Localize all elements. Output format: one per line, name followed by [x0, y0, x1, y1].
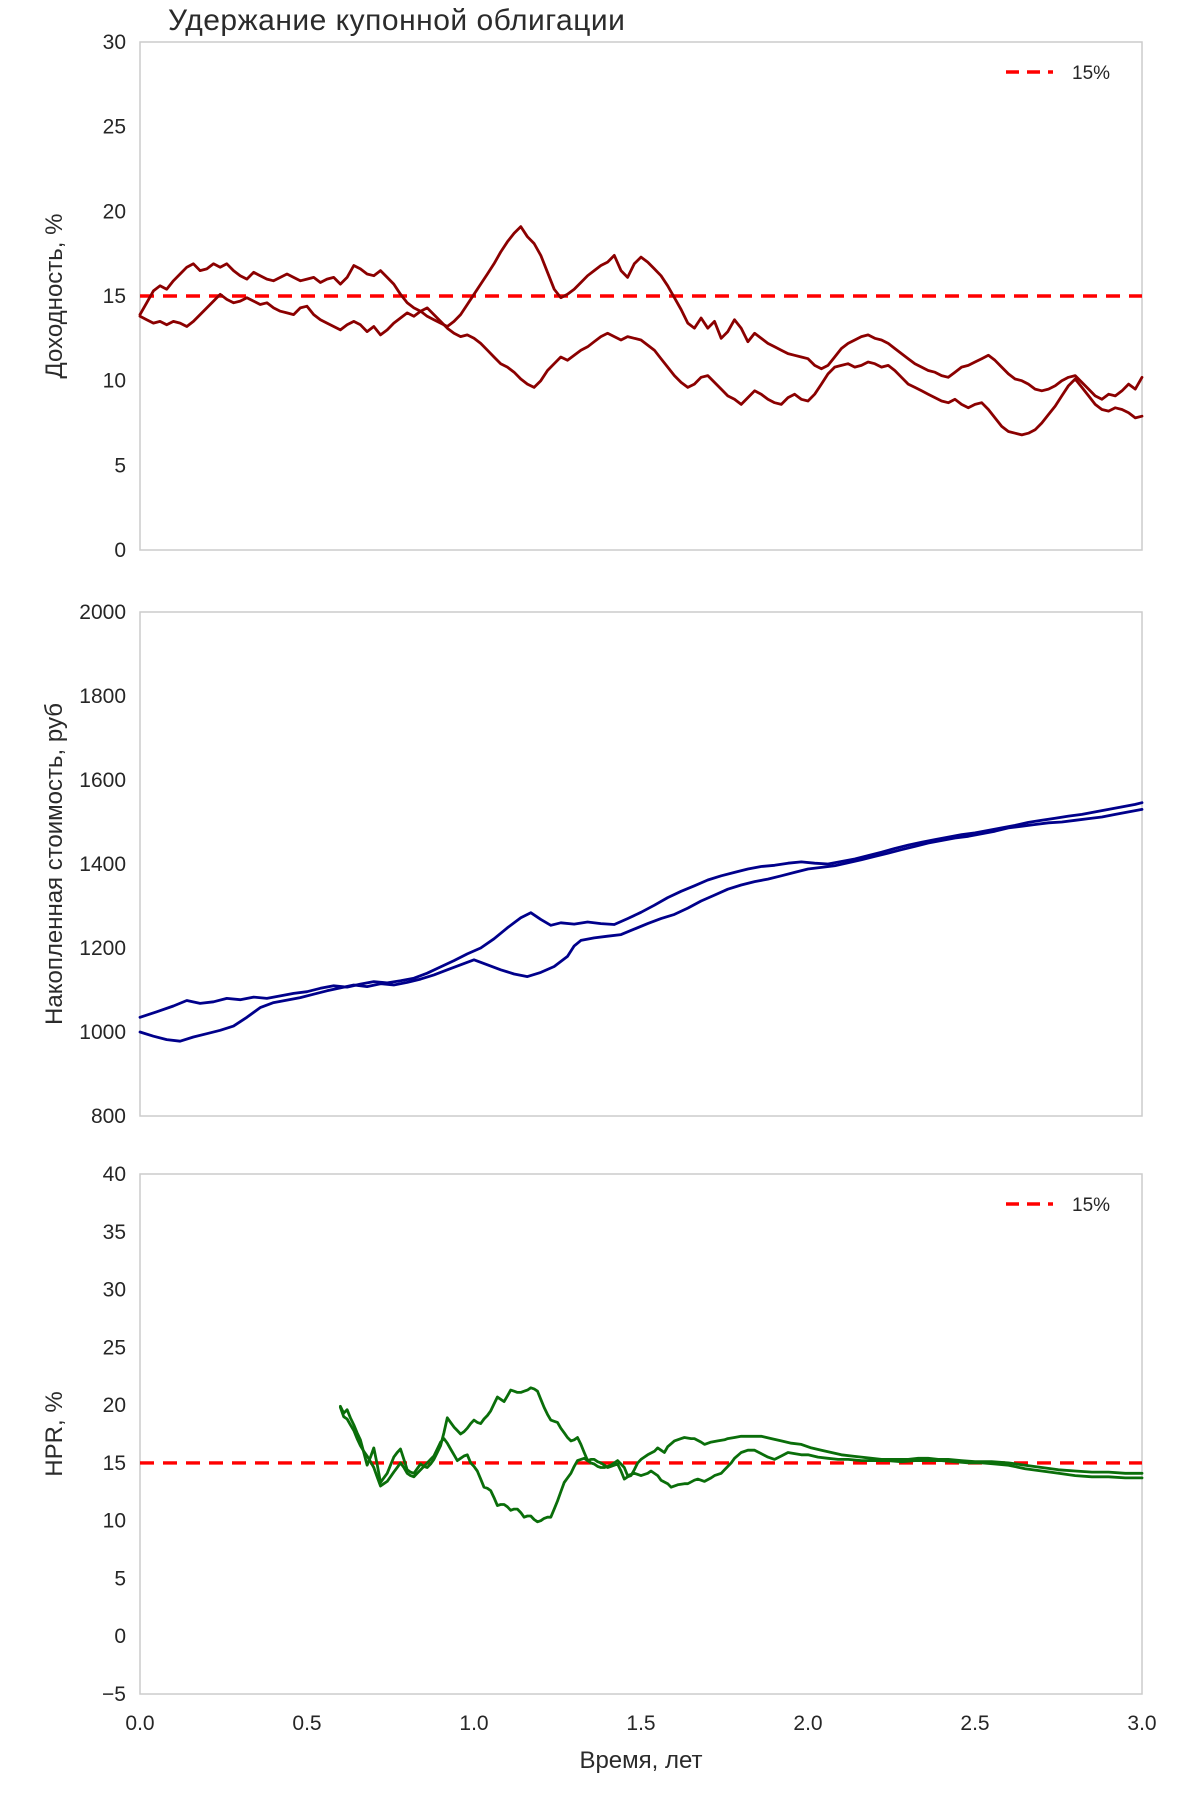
x-tick-label: 1.5: [626, 1712, 655, 1735]
hpr-chart-y-tick-label: 25: [103, 1336, 126, 1359]
yield-chart-y-axis-label: Доходность, %: [41, 214, 68, 379]
value-path-2-line: [138, 808, 1144, 1043]
hpr-chart-y-tick-label: 20: [103, 1394, 126, 1417]
yield-chart-y-tick-label: 30: [103, 31, 126, 54]
x-axis-label: Время, лет: [579, 1747, 702, 1774]
hpr-chart-y-tick-label: 10: [103, 1510, 126, 1533]
accumulated-value-chart-y-tick-label: 1800: [79, 685, 126, 708]
accumulated-value-chart-y-tick-label: 2000: [79, 601, 126, 624]
x-tick-label: 0.0: [125, 1712, 154, 1735]
chart-title: Удержание купонной облигации: [168, 4, 626, 37]
hpr-chart-y-axis-label: HPR, %: [41, 1391, 68, 1476]
accumulated-value-chart-y-axis-label: Накопленная стоимость, руб: [41, 703, 68, 1025]
x-tick-label: 2.0: [793, 1712, 822, 1735]
yield-chart-y-tick-label: 15: [103, 285, 126, 308]
hpr-chart-y-tick-label: 35: [103, 1221, 126, 1244]
hpr-path-2-line: [338, 1406, 1144, 1524]
value-path-1-line: [138, 801, 1144, 1019]
hpr-chart-y-tick-label: 0: [114, 1625, 126, 1648]
accumulated-value-chart-y-tick-label: 1600: [79, 769, 126, 792]
x-tick-label: 1.0: [459, 1712, 488, 1735]
yield-chart-y-tick-label: 10: [103, 370, 126, 393]
hpr-path-1-line: [338, 1386, 1144, 1484]
yield-path-2-line: [138, 292, 1144, 437]
yield-chart-y-tick-label: 25: [103, 116, 126, 139]
accumulated-value-chart-y-tick-label: 1000: [79, 1021, 126, 1044]
hpr-chart-y-tick-label: 15: [103, 1452, 126, 1475]
x-tick-label: 3.0: [1127, 1712, 1156, 1735]
x-tick-label: 2.5: [960, 1712, 989, 1735]
yield-chart-y-tick-label: 0: [114, 539, 126, 562]
hpr-chart-y-tick-label: 30: [103, 1279, 126, 1302]
yield-path-1-line: [138, 225, 1144, 401]
yield-chart-y-tick-label: 5: [114, 454, 126, 477]
yield-chart-legend-label: 15%: [1072, 63, 1110, 84]
hpr-chart-spines: [139, 1173, 1143, 1695]
accumulated-value-chart-y-tick-label: 800: [91, 1105, 126, 1128]
accumulated-value-chart-y-tick-label: 1400: [79, 853, 126, 876]
hpr-chart-y-tick-label: 5: [114, 1567, 126, 1590]
hpr-chart-y-tick-label: 40: [103, 1163, 126, 1186]
yield-chart-y-tick-label: 20: [103, 200, 126, 223]
accumulated-value-chart-y-tick-label: 1200: [79, 937, 126, 960]
x-tick-label: 0.5: [292, 1712, 321, 1735]
accumulated-value-chart-spines: [139, 611, 1143, 1117]
hpr-chart-legend-label: 15%: [1072, 1195, 1110, 1216]
hpr-chart-y-tick-label: −5: [102, 1683, 126, 1706]
